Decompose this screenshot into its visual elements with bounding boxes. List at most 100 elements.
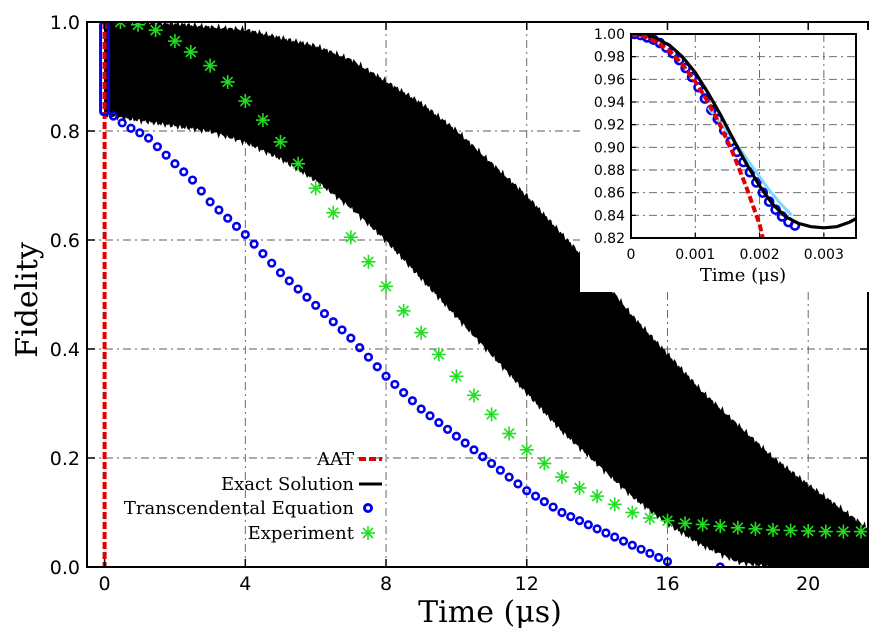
transcendental-point [654, 552, 664, 563]
legend-swatch-experiment [361, 526, 375, 540]
transcendental-point [407, 396, 418, 406]
transcendental-point [302, 292, 312, 302]
inset-x-tick-label: 0.003 [804, 247, 844, 263]
inset-transcendental-point [631, 34, 640, 40]
transcendental-point [478, 452, 488, 462]
experiment-point-stroke [132, 22, 142, 31]
experiment-point-stroke [468, 389, 480, 401]
transcendental-point [311, 300, 321, 311]
legend-label-exact-solution: Exact Solution [221, 474, 354, 495]
experiment-point [502, 426, 517, 441]
inset-x-tick-label: 0 [627, 247, 636, 263]
experiment-point [590, 489, 605, 504]
experiment-point [466, 388, 481, 403]
transcendental-point [152, 142, 162, 152]
transcendental-point [205, 197, 215, 207]
transcendental-point [504, 472, 514, 482]
inset-y-tick-label: 0.86 [594, 186, 625, 202]
experiment-point-stroke [767, 524, 779, 536]
transcendental-point [583, 520, 593, 530]
experiment-point-stroke [486, 408, 498, 420]
experiment-point [379, 279, 394, 294]
inset-plot-frame [630, 33, 857, 239]
transcendental-point [610, 532, 620, 542]
experiment-point-stroke [433, 348, 445, 360]
transcendental-point [434, 417, 444, 428]
main-y-tick-label: 0.0 [50, 557, 80, 579]
transcendental-point [240, 229, 250, 240]
experiment-point-stroke [662, 515, 673, 527]
experiment-point [713, 519, 728, 534]
transcendental-point [645, 548, 655, 558]
transcendental-point [346, 333, 356, 343]
main-plot-frame [86, 21, 869, 568]
experiment-point-stroke [855, 526, 867, 538]
transcendental-point [381, 371, 391, 381]
inset-x-tick-label: 0.001 [675, 247, 715, 263]
transcendental-point [601, 528, 611, 538]
experiment-point-stroke [398, 305, 410, 317]
legend-label-transcendental-equation: Transcendental Equation [124, 498, 355, 519]
experiment-point-stroke [732, 522, 744, 534]
experiment-point-stroke [345, 231, 357, 243]
legend-swatch-transcendental-equation [363, 503, 373, 513]
experiment-point [414, 325, 429, 340]
transcendental-point [196, 186, 206, 196]
experiment-point [238, 94, 253, 109]
main-axis-ticks: 0 4 8 12 16 20 0.0 0.2 0.4 0.6 0.8 1.0 [50, 12, 868, 595]
transcendental-point [372, 362, 382, 372]
experiment-point-stroke [609, 498, 621, 510]
experiment-point [431, 347, 446, 362]
experiment-point-stroke [749, 523, 761, 535]
transcendental-point [530, 491, 541, 501]
transcendental-point [223, 213, 233, 223]
main-y-tick-label: 0.4 [50, 339, 80, 361]
experiment-point-stroke [450, 370, 462, 382]
transcendental-point [390, 379, 400, 390]
inset-y-tick-label: 0.88 [594, 163, 625, 179]
transcendental-point [258, 249, 268, 259]
transcendental-point [363, 352, 374, 362]
transcendental-point [328, 317, 338, 327]
transcendental-point [592, 524, 602, 534]
experiment-series [113, 22, 868, 539]
transcendental-point [231, 221, 242, 231]
transcendental-point [513, 479, 523, 489]
inset-background [580, 30, 870, 292]
experiment-point [449, 369, 464, 384]
experiment-point [607, 497, 622, 512]
experiment-point-stroke [591, 490, 603, 502]
experiment-point [748, 521, 763, 536]
transcendental-point [416, 404, 426, 414]
transcendental-point [486, 458, 497, 469]
experiment-point-stroke [222, 76, 234, 88]
experiment-point [326, 205, 341, 220]
experiment-point [519, 442, 534, 457]
transcendental-point [161, 150, 171, 160]
transcendental-point [522, 486, 532, 496]
experiment-point-stroke [257, 114, 269, 126]
experiment-point-stroke [644, 512, 656, 524]
transcendental-point [574, 516, 585, 526]
experiment-point [801, 524, 816, 539]
experiment-point-stroke [820, 526, 832, 538]
transcendental-point [117, 118, 127, 128]
transcendental-point [425, 411, 435, 421]
transcendental-point [170, 159, 180, 169]
experiment-point-stroke [150, 24, 162, 36]
experiment-point [203, 58, 218, 73]
transcendental-series [99, 22, 725, 567]
inset-y-tick-label: 0.82 [594, 231, 625, 247]
experiment-point-stroke [415, 327, 427, 339]
experiment-point [695, 517, 710, 532]
inset-y-tick-label: 1.00 [594, 27, 625, 43]
transcendental-point [214, 205, 224, 215]
transcendental-point [548, 502, 558, 512]
transcendental-point [469, 445, 479, 455]
main-x-tick-label: 12 [515, 573, 539, 595]
transcendental-point [495, 465, 505, 475]
experiment-point-stroke [521, 444, 533, 456]
legend-label-aat: AAT [316, 449, 354, 470]
